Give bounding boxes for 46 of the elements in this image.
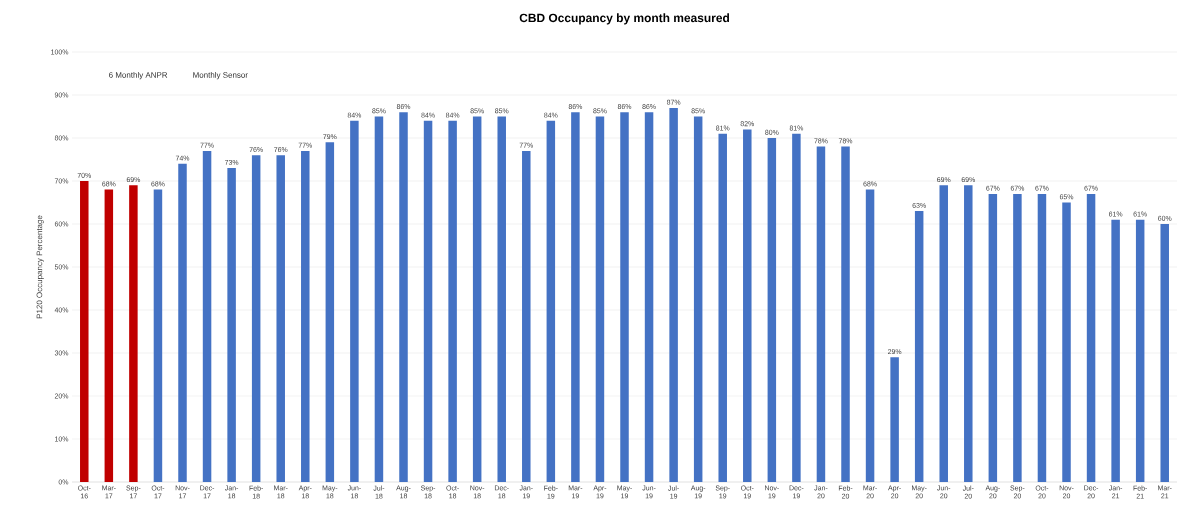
bar xyxy=(595,116,605,482)
bar xyxy=(497,116,506,482)
bar xyxy=(816,146,826,482)
bar xyxy=(743,129,752,482)
bar xyxy=(546,120,556,482)
bar xyxy=(153,189,163,482)
bar xyxy=(890,357,899,482)
bar xyxy=(202,150,212,482)
bar xyxy=(964,185,973,482)
bar xyxy=(350,120,359,482)
bar xyxy=(914,211,924,482)
bar xyxy=(1086,193,1096,482)
bar xyxy=(423,120,433,482)
chart-title: CBD Occupancy by month measured xyxy=(519,13,729,25)
bar xyxy=(399,112,408,482)
bar xyxy=(841,146,850,482)
bar xyxy=(178,163,187,482)
bar xyxy=(1111,219,1120,482)
bar xyxy=(129,185,138,482)
bar xyxy=(718,133,727,482)
bar xyxy=(865,189,875,482)
bar xyxy=(571,112,580,482)
bar xyxy=(251,155,261,482)
bar xyxy=(669,107,678,482)
bar xyxy=(620,112,629,482)
bar xyxy=(301,150,310,482)
bar xyxy=(988,193,998,482)
bar xyxy=(448,120,457,482)
bar xyxy=(1160,224,1169,482)
bar xyxy=(1037,193,1047,482)
bar xyxy=(693,116,703,482)
bar xyxy=(1135,219,1145,482)
bar xyxy=(374,116,384,482)
bar xyxy=(939,185,948,482)
bar xyxy=(792,133,801,482)
bar xyxy=(472,116,482,482)
bar xyxy=(227,168,236,482)
bar xyxy=(767,138,777,482)
bar xyxy=(1013,193,1022,482)
bar xyxy=(325,142,335,482)
bar xyxy=(522,150,531,482)
bar xyxy=(276,155,285,482)
bar xyxy=(80,181,89,482)
bar xyxy=(104,189,114,482)
bar xyxy=(644,112,654,482)
bar xyxy=(1062,202,1071,482)
